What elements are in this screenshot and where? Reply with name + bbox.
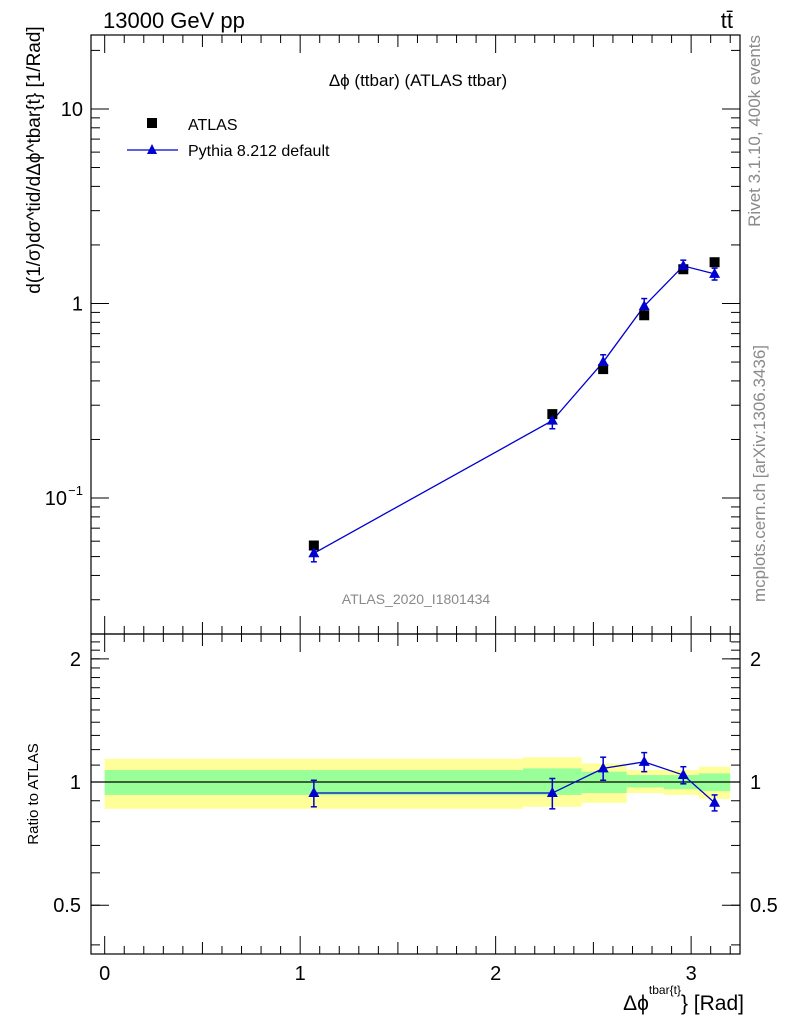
pythia-data-point — [546, 414, 558, 425]
ratio-y-tick-label: 2 — [70, 649, 81, 671]
main-y-tick-label: 1 — [72, 293, 83, 315]
atlas-data-point — [639, 310, 650, 321]
x-tick-label: 0 — [99, 963, 110, 985]
pythia-data-point — [677, 259, 689, 270]
plot-title: Δϕ (ttbar) (ATLAS ttbar) — [329, 71, 507, 90]
atlas-data-point — [547, 409, 558, 420]
analysis-label: ATLAS_2020_I1801434 — [342, 591, 491, 607]
main-y-tick-label: 10 — [61, 99, 83, 121]
process-label: tt̄ — [721, 8, 733, 33]
ratio-y-tick-label: 0.5 — [53, 895, 81, 917]
atlas-data-point — [308, 540, 319, 551]
main-y-axis-label: d(1/σ)dσ^tid/dΔϕ^tbar{t} [1/Rad] — [24, 26, 45, 293]
main-y-tick-exponent: −1 — [68, 483, 83, 498]
ratio-y-tick-label: 1 — [70, 772, 81, 794]
ratio-data-point — [638, 755, 650, 766]
ratio-data-point — [308, 787, 320, 798]
atlas-data-point — [709, 257, 720, 268]
pythia-data-point — [597, 356, 609, 367]
legend-pythia-label: Pythia 8.212 default — [188, 143, 330, 160]
mcplots-label: mcplots.cern.ch [arXiv:1306.3436] — [750, 345, 769, 602]
ratio-plot-frame — [90, 633, 741, 955]
energy-label: 13000 GeV pp — [103, 8, 245, 33]
ratio-band-inner — [626, 775, 664, 788]
x-axis-label: Δϕtbar{t}} [Rad] — [623, 983, 744, 1015]
x-tick-label: 2 — [490, 963, 501, 985]
ratio-data-point — [597, 762, 609, 773]
pythia-data-point — [638, 300, 650, 311]
ratio-y-tick-label-right: 2 — [750, 649, 761, 671]
ratio-line — [313, 761, 716, 804]
ratio-y-tick-label-right: 1 — [750, 772, 761, 794]
pythia-line — [313, 265, 715, 554]
rivet-version-label: Rivet 3.1.10, 400k events — [745, 35, 764, 227]
ratio-data-point — [546, 787, 558, 798]
main-y-tick-label: 10 — [45, 488, 67, 510]
x-tick-label: 1 — [295, 963, 306, 985]
ratio-y-axis-label: Ratio to ATLAS — [25, 743, 42, 844]
legend-atlas-label: ATLAS — [188, 117, 238, 134]
legend-pythia-marker — [147, 144, 157, 154]
pythia-data-point — [709, 267, 721, 278]
ratio-data-point — [677, 769, 689, 780]
legend-atlas-marker — [147, 118, 157, 128]
x-tick-label: 3 — [686, 963, 697, 985]
ratio-data-point — [709, 796, 721, 807]
ratio-y-tick-label-right: 0.5 — [750, 895, 778, 917]
ratio-plot-panel: 0 1 2 3 0.5 0.5 1 1 2 2 Ratio to ATLAS Δϕtbar{t}}… — [25, 633, 778, 1015]
atlas-data-point — [598, 364, 609, 375]
pythia-data-point — [308, 547, 320, 558]
